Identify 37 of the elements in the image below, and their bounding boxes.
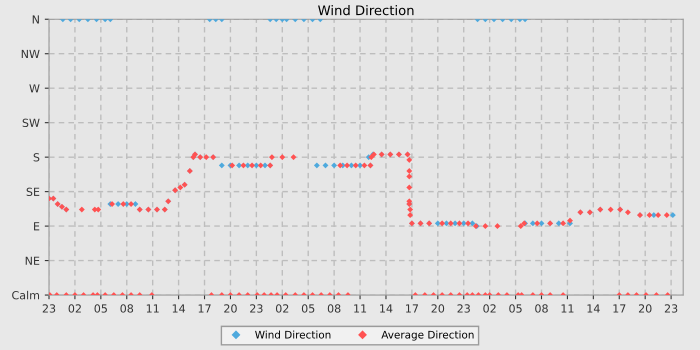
x-tick-label: 05	[509, 304, 522, 313]
x-tick-label: 11	[562, 304, 574, 313]
x-tick-label: 17	[613, 304, 626, 313]
x-tick-label: 05	[94, 304, 107, 313]
text: S	[34, 153, 40, 162]
text: NW	[22, 50, 40, 58]
x-tick-label: 02	[483, 304, 496, 313]
x-tick-label: 11	[354, 304, 366, 313]
x-tick-label: 11	[146, 304, 159, 313]
legend-label: Average Direction	[381, 330, 474, 341]
text: W	[29, 84, 40, 92]
x-tick-label: 20	[432, 304, 444, 313]
x-tick-label: 17	[406, 304, 418, 313]
text: NE	[26, 256, 40, 265]
x-tick-label: 08	[328, 304, 340, 313]
x-tick-label: 23	[42, 304, 56, 313]
text: N	[32, 15, 39, 24]
x-tick-label: 23	[250, 304, 263, 313]
text: Calm	[12, 290, 40, 300]
x-tick-label: 20	[638, 304, 652, 313]
text: E	[34, 222, 40, 230]
legend-label: Wind Direction	[255, 330, 330, 339]
text: SE	[26, 188, 40, 196]
x-tick-label: 14	[380, 304, 392, 313]
x-tick-label: 20	[224, 304, 237, 313]
x-tick-label: 02	[276, 304, 288, 313]
x-tick-label: 02	[68, 304, 81, 313]
x-tick-label: 05	[302, 304, 314, 313]
x-tick-label: 14	[587, 304, 600, 313]
chart-title: Wind Direction	[318, 5, 414, 16]
x-tick-label: 17	[198, 304, 211, 313]
text: SW	[22, 118, 40, 128]
x-tick-label: 23	[457, 304, 470, 313]
x-tick-label: 23	[664, 304, 678, 313]
x-tick-label: 08	[120, 304, 134, 313]
x-tick-label: 14	[172, 304, 186, 313]
x-tick-label: 08	[535, 304, 548, 313]
